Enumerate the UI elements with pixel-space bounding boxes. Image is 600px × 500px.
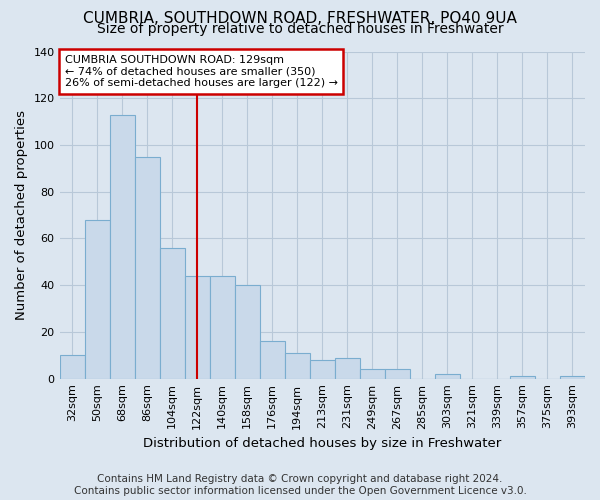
Text: CUMBRIA, SOUTHDOWN ROAD, FRESHWATER, PO40 9UA: CUMBRIA, SOUTHDOWN ROAD, FRESHWATER, PO4…	[83, 11, 517, 26]
Bar	[360, 370, 385, 378]
Bar	[385, 370, 410, 378]
Y-axis label: Number of detached properties: Number of detached properties	[15, 110, 28, 320]
Text: Contains HM Land Registry data © Crown copyright and database right 2024.
Contai: Contains HM Land Registry data © Crown c…	[74, 474, 526, 496]
Bar	[134, 156, 160, 378]
Bar	[209, 276, 235, 378]
Bar	[510, 376, 535, 378]
Bar	[185, 276, 209, 378]
Bar	[310, 360, 335, 378]
Bar	[85, 220, 110, 378]
Bar	[110, 114, 134, 378]
Bar	[59, 356, 85, 378]
Text: Size of property relative to detached houses in Freshwater: Size of property relative to detached ho…	[97, 22, 503, 36]
Bar	[160, 248, 185, 378]
X-axis label: Distribution of detached houses by size in Freshwater: Distribution of detached houses by size …	[143, 437, 502, 450]
Bar	[285, 353, 310, 378]
Bar	[335, 358, 360, 378]
Bar	[235, 285, 260, 378]
Bar	[260, 342, 285, 378]
Bar	[560, 376, 585, 378]
Bar	[435, 374, 460, 378]
Text: CUMBRIA SOUTHDOWN ROAD: 129sqm
← 74% of detached houses are smaller (350)
26% of: CUMBRIA SOUTHDOWN ROAD: 129sqm ← 74% of …	[65, 55, 338, 88]
